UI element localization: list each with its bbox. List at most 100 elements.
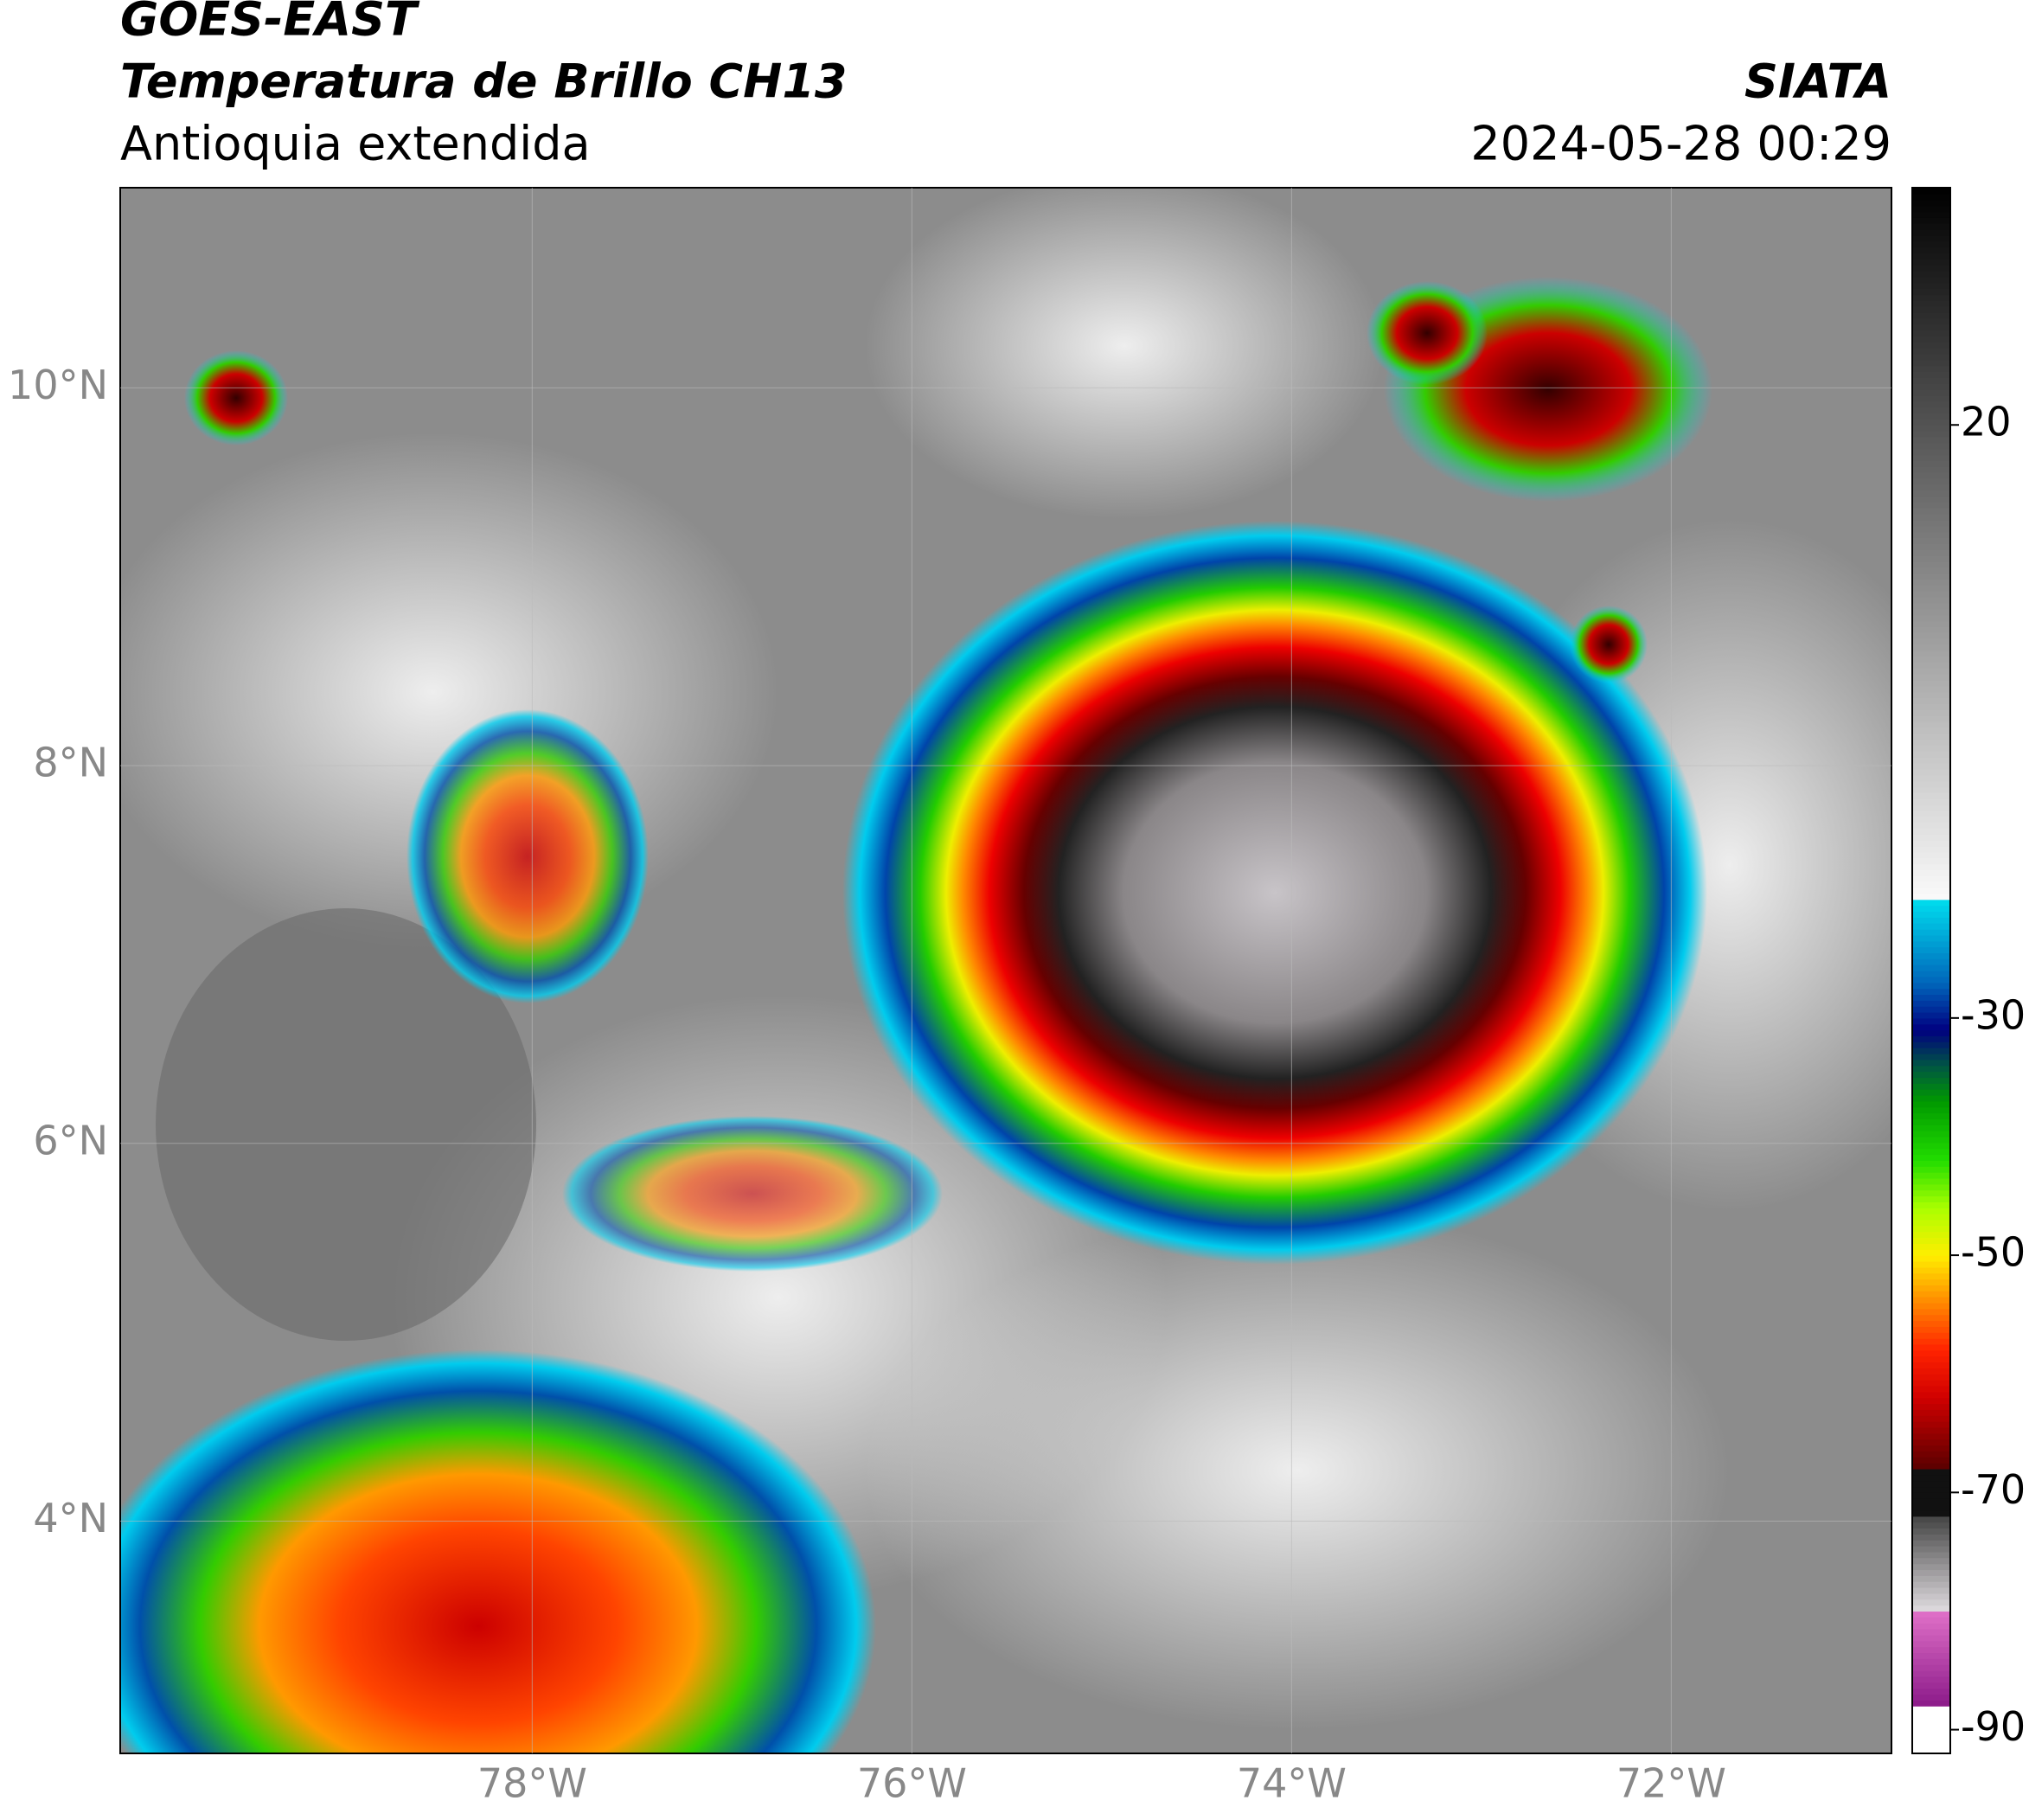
colorbar-segment xyxy=(1912,893,1950,900)
colorbar-tick-label: -90 xyxy=(1961,1703,2026,1750)
colorbar-segment xyxy=(1912,1432,1950,1440)
colorbar-segment xyxy=(1912,1195,1950,1202)
colorbar-segment xyxy=(1912,383,1950,390)
colorbar-segment xyxy=(1912,1308,1950,1316)
colorbar-segment xyxy=(1912,401,1950,408)
colorbar-segment xyxy=(1912,745,1950,752)
y-tick-label: 10°N xyxy=(8,362,108,408)
colorbar-segment xyxy=(1912,1017,1950,1025)
colorbar-segment xyxy=(1912,715,1950,722)
colorbar-segment xyxy=(1912,1569,1950,1576)
colorbar-segment xyxy=(1912,1492,1950,1499)
colorbar-segment xyxy=(1912,1498,1950,1505)
colorbar-segment xyxy=(1912,234,1950,242)
colorbar-segment xyxy=(1912,828,1950,835)
colorbar-segment xyxy=(1912,1735,1950,1742)
colorbar-segment xyxy=(1912,934,1950,942)
colorbar-segment xyxy=(1912,816,1950,823)
colorbar-segment xyxy=(1912,377,1950,384)
colorbar-segment xyxy=(1912,982,1950,990)
colorbar-segment xyxy=(1912,1202,1950,1208)
colorbar-segment xyxy=(1912,1546,1950,1553)
colorbar-tick-label: -30 xyxy=(1961,991,2026,1038)
colorbar-segment xyxy=(1912,1326,1950,1333)
colorbar-segment xyxy=(1912,685,1950,693)
colorbar-segment xyxy=(1912,1302,1950,1310)
colorbar-segment xyxy=(1912,1380,1950,1387)
colorbar-segment xyxy=(1912,875,1950,882)
colorbar-segment xyxy=(1912,330,1950,337)
colorbar-segment xyxy=(1912,1183,1950,1191)
colorbar-segment xyxy=(1912,188,1950,195)
colorbar-segment xyxy=(1912,1611,1950,1618)
colorbar-segment xyxy=(1912,448,1950,456)
colorbar-segment xyxy=(1912,1658,1950,1665)
colorbar-segment xyxy=(1912,211,1950,218)
colorbar-segment xyxy=(1912,739,1950,747)
colorbar-segment xyxy=(1912,282,1950,290)
colorbar-segment xyxy=(1912,1048,1950,1054)
colorbar-segment xyxy=(1912,1688,1950,1695)
colorbar-segment xyxy=(1912,1522,1950,1529)
colorbar-segment xyxy=(1912,490,1950,497)
colorbar-segment xyxy=(1912,1112,1950,1120)
colorbar-segment xyxy=(1912,810,1950,817)
colorbar-segment xyxy=(1912,608,1950,616)
colorbar-segment xyxy=(1912,680,1950,687)
colorbar-segment xyxy=(1912,1094,1950,1102)
colorbar-segment xyxy=(1912,1403,1950,1410)
colorbar-segment xyxy=(1912,774,1950,782)
colorbar-segment xyxy=(1912,1148,1950,1156)
colorbar-segment xyxy=(1912,300,1950,307)
colorbar-segment xyxy=(1912,804,1950,811)
colorbar-segment xyxy=(1912,626,1950,633)
colorbar-segment xyxy=(1912,1623,1950,1630)
colorbar-segment xyxy=(1912,1480,1950,1488)
colorbar-segment xyxy=(1912,1000,1950,1007)
satellite-imagery xyxy=(120,188,1891,1753)
colorbar-segment xyxy=(1912,988,1950,996)
colorbar-segment xyxy=(1912,1592,1950,1600)
colorbar-segment xyxy=(1912,946,1950,954)
x-tick-label: 76°W xyxy=(857,1760,967,1807)
colorbar-segment xyxy=(1912,1640,1950,1648)
colorbar-segment xyxy=(1912,763,1950,770)
colorbar-segment xyxy=(1912,1421,1950,1428)
colorbar-segment xyxy=(1912,228,1950,236)
colorbar-segment xyxy=(1912,798,1950,805)
colorbar-segment xyxy=(1912,1260,1950,1268)
colorbar-segment xyxy=(1912,964,1950,971)
colorbar-segment xyxy=(1912,1355,1950,1363)
colorbar-segment xyxy=(1912,899,1950,907)
colorbar-segment xyxy=(1912,1397,1950,1405)
colorbar-segment xyxy=(1912,721,1950,728)
colorbar-segment xyxy=(1912,958,1950,965)
colorbar-segment xyxy=(1912,537,1950,544)
colorbar-segment xyxy=(1912,223,1950,230)
colorbar-segment xyxy=(1912,419,1950,426)
colorbar-segment xyxy=(1912,1694,1950,1701)
colorbar-segment xyxy=(1912,1249,1950,1256)
colorbar-segment xyxy=(1912,662,1950,669)
colorbar-segment xyxy=(1912,650,1950,657)
subtitle: Temperatura de Brillo CH13 xyxy=(120,54,848,109)
y-tick-label: 8°N xyxy=(33,740,108,786)
colorbar-segment xyxy=(1912,431,1950,438)
colorbar-segment xyxy=(1912,276,1950,284)
colorbar-segment xyxy=(1912,1272,1950,1280)
x-tick-label: 74°W xyxy=(1237,1760,1347,1807)
colorbar-segment xyxy=(1912,1486,1950,1493)
colorbar-segment xyxy=(1912,727,1950,734)
colorbar-segment xyxy=(1912,442,1950,450)
colorbar-segment xyxy=(1912,1314,1950,1322)
colorbar-segment xyxy=(1912,407,1950,414)
colorbar-segment xyxy=(1912,1059,1950,1067)
colorbar-segment xyxy=(1912,1177,1950,1185)
colorbar-segment xyxy=(1912,1338,1950,1345)
timestamp: 2024-05-28 00:29 xyxy=(1470,117,1891,171)
colorbar-segment xyxy=(1912,567,1950,574)
colorbar-segment xyxy=(1912,1041,1950,1048)
colorbar-segment xyxy=(1912,1100,1950,1108)
colorbar-segment xyxy=(1912,644,1950,651)
